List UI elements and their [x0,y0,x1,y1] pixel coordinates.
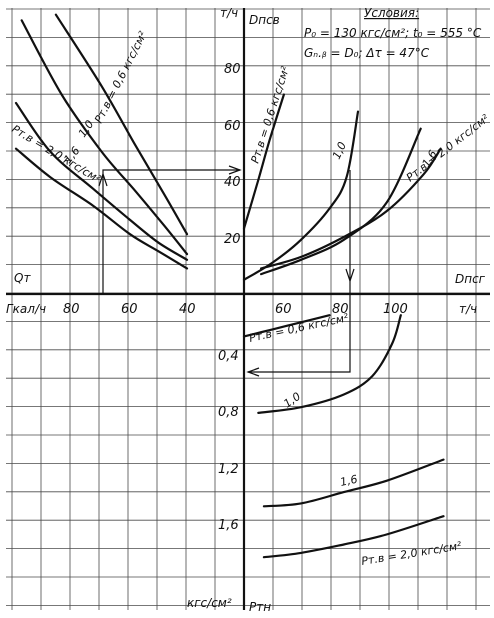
curve-label-br-0.6: Pт.в = 0,6 кгс/см² [248,311,350,345]
conditions-line-2: Gₙ.ᵦ = D₀; Δτ = 47°C [304,46,430,60]
leader-line [102,169,240,294]
tick-label: 100 [383,302,408,317]
right-x-unit: т/ч [459,302,477,316]
tick-label: 0,4 [218,349,239,364]
right-x-name: Dпсг [455,272,486,286]
tick-label: 40 [179,302,196,317]
curve-bottom-right-2 [262,458,445,508]
top-y-name: Dпсв [249,13,280,27]
curve-bottom-right-1 [257,314,402,414]
leader-line [248,170,351,373]
axis-layer [6,8,490,610]
tick-label: 80 [332,302,349,317]
tick-label: 80 [63,302,80,317]
curve-layer [14,13,445,559]
tick-label: 0,8 [218,405,239,420]
tick-label: 1,6 [218,518,239,533]
conditions-line-1: P₀ = 130 кгс/см²; t₀ = 555 °C [304,26,482,40]
tick-label: 80 [224,62,241,77]
curve-bottom-right-0 [242,314,331,338]
curve-label-br-1.6: 1,6 [339,473,359,489]
arrow-head [98,172,108,187]
left-x-name: Qт [14,271,31,285]
tick-label: 60 [275,302,292,317]
curve-top-left-3 [14,147,189,270]
arrow-head [246,367,260,377]
arrow-head [228,165,242,175]
tick-label: 1,2 [218,462,239,477]
curve-top-right-2 [260,127,422,276]
conditions-heading: Условия: [364,6,419,20]
grid-layer [6,8,490,610]
curve-top-right-1 [242,110,360,281]
left-x-unit: Гкал/ч [6,302,46,316]
bottom-y-name: Pтн [249,600,271,614]
curve-label-tr-1.0: 1,0 [330,140,349,161]
curve-top-left-1 [20,19,189,256]
curve-label-br-2.0: Pт.в = 2,0 кгс/см² [360,539,463,568]
curve-bottom-right-3 [262,515,445,559]
tick-label: 60 [121,302,138,317]
top-y-unit: т/ч [220,6,238,20]
example-leader-lines [98,165,355,377]
tick-label: 40 [224,175,241,190]
conditions-box: Условия: P₀ = 130 кгс/см²; t₀ = 555 °C G… [304,6,482,60]
arrow-head [345,268,355,283]
curve-label-tr-0.6: Pт.в = 0,6 кгс/см² [248,64,292,165]
tick-label: 60 [224,119,241,134]
curve-top-right-0 [242,93,285,230]
curve-top-left-0 [54,13,189,236]
curve-top-right-3 [260,147,442,270]
curve-label-tl-0.6: Pт.в = 0,6 кгс/см² [92,29,150,126]
tick-label: 20 [224,232,241,247]
bottom-y-unit: кгс/см² [187,596,232,610]
curve-top-left-2 [14,101,189,261]
